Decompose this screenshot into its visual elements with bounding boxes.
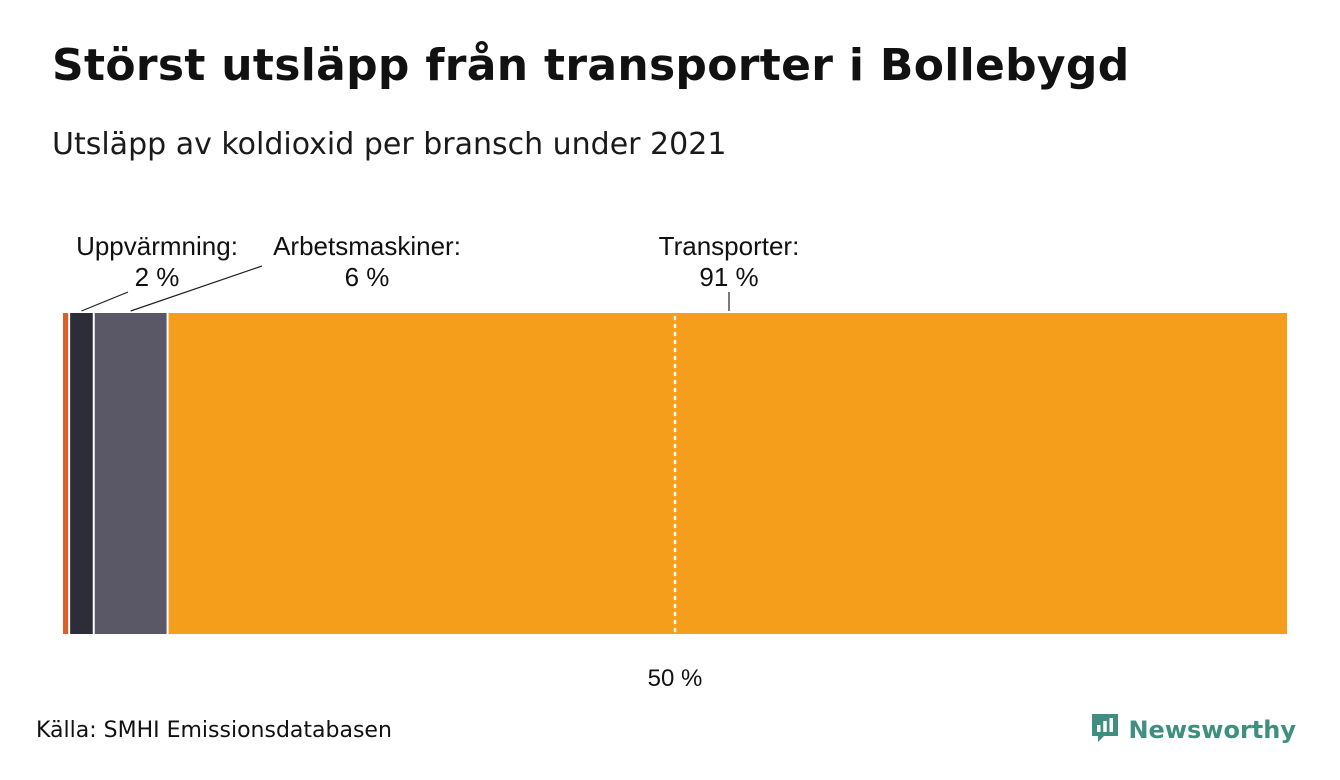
segment-value-arbetsmaskiner: 6 % [345,262,390,292]
bar-segment-transporter [168,313,1287,634]
reference-line-label: 50 % [648,665,703,692]
brand-name: Newsworthy [1128,716,1296,744]
source-note: Källa: SMHI Emissionsdatabasen [36,718,392,743]
segment-label-transporter: Transporter: [659,231,800,261]
newsworthy-logo-icon [1090,712,1120,748]
leader-line-uppvarmning [81,291,129,312]
bar-segment-unlabeled-1 [63,313,69,634]
chart-subtitle: Utsläpp av koldioxid per bransch under 2… [52,127,727,162]
brand-logo: Newsworthy [1090,712,1296,748]
segment-value-transporter: 91 % [699,262,758,292]
segment-label-arbetsmaskiner: Arbetsmaskiner: [273,231,461,261]
chart-title: Störst utsläpp från transporter i Bolleb… [52,40,1130,91]
leader-line-arbetsmaskiner [130,265,263,312]
bar-segment-uppvarmning [70,313,93,634]
segment-label-uppvarmning: Uppvärmning: [76,231,238,261]
bar-segment-arbetsmaskiner [94,313,167,634]
segment-value-uppvarmning: 2 % [135,262,180,292]
